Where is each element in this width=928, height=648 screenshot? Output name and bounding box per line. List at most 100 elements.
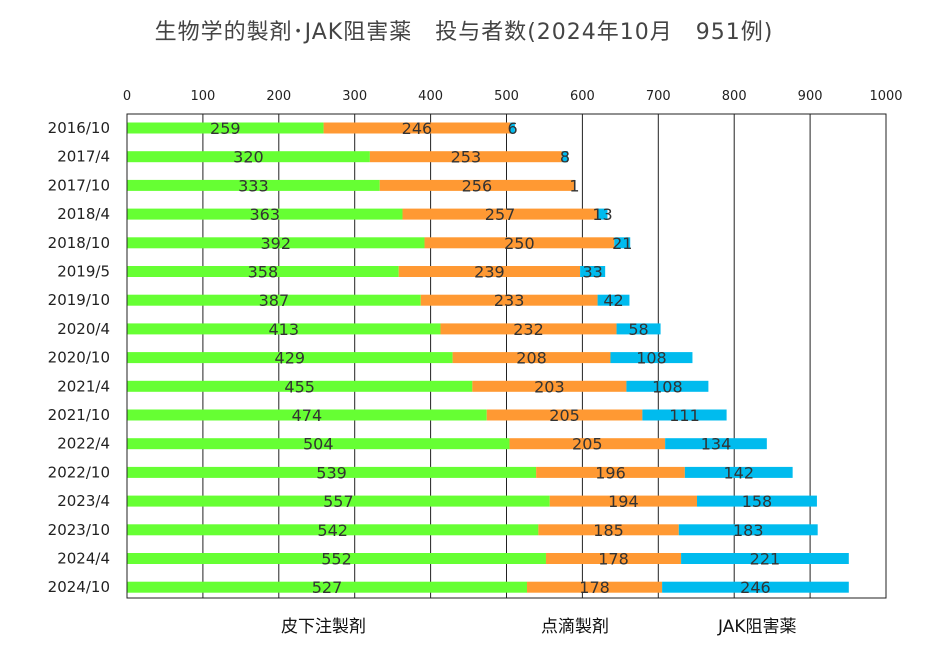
bar-segment-sc <box>127 581 527 593</box>
data-label: 557 <box>323 492 354 511</box>
y-category-label: 2018/4 <box>57 205 110 223</box>
y-category-label: 2022/10 <box>48 463 110 481</box>
y-category-label: 2019/10 <box>48 291 110 309</box>
data-label: 42 <box>603 291 623 310</box>
bar-segment-sc <box>127 524 539 536</box>
bar-segment-sc <box>127 266 399 277</box>
bar-segment-jak <box>597 294 630 306</box>
bar-segment-jak <box>681 553 849 564</box>
bar-segment-sc <box>127 237 425 249</box>
data-label: 392 <box>260 234 291 253</box>
bars-layer <box>127 122 849 593</box>
data-label: 108 <box>636 349 667 368</box>
data-label: 253 <box>451 148 482 167</box>
bar-segment-jak <box>665 438 767 450</box>
legend-item-iv: 点滴製剤 <box>541 617 609 637</box>
y-category-label: 2018/10 <box>48 234 110 252</box>
data-label: 527 <box>312 578 343 597</box>
data-label: 358 <box>248 263 279 282</box>
data-label: 542 <box>317 521 348 540</box>
bar-segment-sc <box>127 438 510 450</box>
bar-segment-jak <box>662 581 849 593</box>
data-label: 8 <box>560 148 570 167</box>
bar-segment-jak <box>510 122 515 134</box>
bar-segment-jak <box>642 409 727 421</box>
data-label: 6 <box>507 119 517 138</box>
data-label: 13 <box>592 205 612 224</box>
data-label: 205 <box>572 435 603 454</box>
bar-segment-iv <box>440 323 617 335</box>
x-tick-label: 600 <box>570 89 595 104</box>
data-label: 474 <box>292 406 323 425</box>
data-label: 363 <box>249 205 280 224</box>
data-label: 33 <box>582 263 602 282</box>
data-label: 259 <box>210 119 241 138</box>
bar-segment-jak <box>561 151 568 163</box>
data-label: 552 <box>321 550 352 569</box>
data-label: 111 <box>669 406 700 425</box>
bar-segment-sc <box>127 380 473 392</box>
bar-segment-iv <box>402 208 598 220</box>
data-label: 221 <box>750 550 781 569</box>
x-tick-label: 800 <box>722 89 747 104</box>
y-category-label: 2020/4 <box>57 320 110 338</box>
x-tick-label: 0 <box>123 89 131 104</box>
y-category-label: 2023/10 <box>48 521 110 539</box>
data-label: 246 <box>740 578 771 597</box>
bar-segment-sc <box>127 495 550 507</box>
bar-segment-jak <box>610 352 693 364</box>
bar-segment-sc <box>127 409 487 421</box>
y-category-label: 2024/10 <box>48 578 110 596</box>
data-label: 233 <box>494 291 525 310</box>
axis-layer: 0 100 200 300 400 500 600 700 800 900 1000 2016/10 2… <box>48 89 903 599</box>
x-tick-label: 500 <box>494 89 519 104</box>
bar-segment-iv <box>398 266 581 277</box>
data-label: 455 <box>284 377 315 396</box>
bar-segment-jak <box>574 179 575 191</box>
bar-segment-iv <box>526 581 663 593</box>
data-label: 246 <box>402 119 433 138</box>
data-label: 333 <box>238 176 269 195</box>
data-label: 178 <box>598 550 629 569</box>
bar-segment-sc <box>127 151 370 163</box>
bar-segment-jak <box>597 208 608 220</box>
data-label: 203 <box>534 377 565 396</box>
y-category-label: 2017/10 <box>48 176 110 194</box>
bar-segment-iv <box>549 495 698 507</box>
x-tick-label: 300 <box>342 89 367 104</box>
data-label: 158 <box>742 492 773 511</box>
data-label: 134 <box>701 435 732 454</box>
y-category-label: 2021/10 <box>48 406 110 424</box>
bar-segment-sc <box>127 208 403 220</box>
labels-layer: 259 246 6 320 253 8 333 256 1 363 257 13 392 250 21 358… <box>210 119 780 597</box>
bar-segment-sc <box>127 294 421 306</box>
data-label: 232 <box>513 320 544 339</box>
bar-segment-jak <box>616 323 661 335</box>
data-label: 205 <box>549 406 580 425</box>
data-label: 142 <box>723 463 754 482</box>
bar-segment-sc <box>127 553 546 564</box>
data-label: 250 <box>504 234 535 253</box>
data-label: 504 <box>303 435 334 454</box>
bar-segment-jak <box>684 466 793 478</box>
y-category-label: 2023/4 <box>57 492 110 510</box>
data-label: 185 <box>593 521 624 540</box>
bar-segment-sc <box>127 122 324 134</box>
x-tick-label: 100 <box>190 89 215 104</box>
bar-segment-iv <box>536 466 685 478</box>
bar-segment-iv <box>545 553 682 564</box>
data-label: 208 <box>516 349 547 368</box>
data-label: 429 <box>275 349 306 368</box>
plot-border <box>126 113 887 599</box>
x-tick-label: 1000 <box>869 89 902 104</box>
bar-segment-iv <box>472 380 627 392</box>
bar-segment-iv <box>323 122 511 134</box>
bar-segment-iv <box>452 352 611 364</box>
bar-segment-sc <box>127 352 453 364</box>
bar-segment-iv <box>420 294 598 306</box>
bar-segment-sc <box>127 179 380 191</box>
y-category-label: 2024/4 <box>57 550 110 568</box>
x-tick-label: 700 <box>646 89 671 104</box>
y-category-label: 2022/4 <box>57 435 110 453</box>
